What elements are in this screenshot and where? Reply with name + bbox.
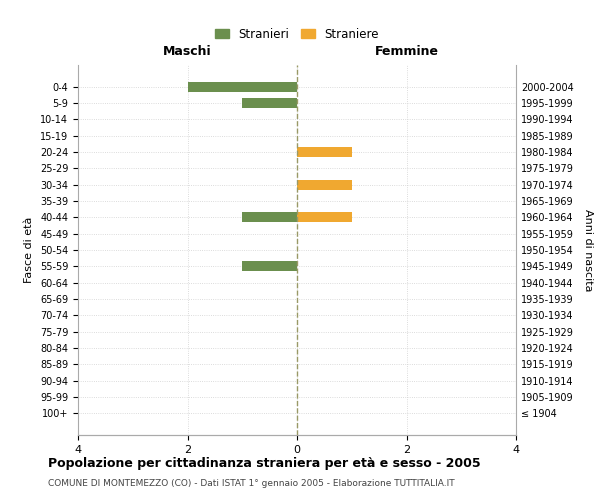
Bar <box>297 180 352 190</box>
Y-axis label: Anni di nascita: Anni di nascita <box>583 209 593 291</box>
Text: Popolazione per cittadinanza straniera per età e sesso - 2005: Popolazione per cittadinanza straniera p… <box>48 458 481 470</box>
Bar <box>242 262 297 271</box>
Bar <box>297 212 352 222</box>
Y-axis label: Fasce di età: Fasce di età <box>25 217 34 283</box>
Legend: Stranieri, Straniere: Stranieri, Straniere <box>210 23 384 45</box>
Text: Maschi: Maschi <box>163 44 212 58</box>
Bar <box>297 147 352 157</box>
Bar <box>242 98 297 108</box>
Bar <box>242 212 297 222</box>
Bar <box>187 82 297 92</box>
Text: Femmine: Femmine <box>374 44 439 58</box>
Text: COMUNE DI MONTEMEZZO (CO) - Dati ISTAT 1° gennaio 2005 - Elaborazione TUTTITALIA: COMUNE DI MONTEMEZZO (CO) - Dati ISTAT 1… <box>48 479 455 488</box>
